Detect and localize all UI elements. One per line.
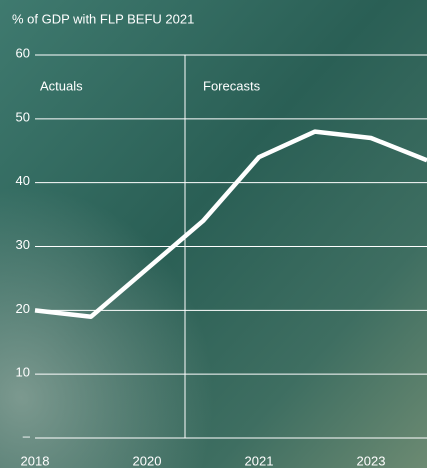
x-tick-label: 2020 xyxy=(133,453,162,468)
page: {"chart_data": {"type": "line", "title":… xyxy=(0,0,427,468)
background-haze xyxy=(0,0,427,468)
annotation: Actuals xyxy=(40,78,83,93)
y-tick-label: 40 xyxy=(16,173,30,188)
chart: % of GDP with FLP BEFU 2021 Actuals Fore… xyxy=(0,0,427,468)
x-tick-label: 2018 xyxy=(21,453,50,468)
y-tick-label: 60 xyxy=(16,45,30,60)
chart-title: % of GDP with FLP BEFU 2021 xyxy=(12,11,194,26)
y-tick-label: 10 xyxy=(16,365,30,380)
y-tick-label: 20 xyxy=(16,301,30,316)
y-tick-label: 30 xyxy=(16,237,30,252)
y-tick-label: – xyxy=(23,428,31,443)
y-tick-label: 50 xyxy=(16,109,30,124)
x-tick-label: 2021 xyxy=(245,453,274,468)
x-tick-label: 2023 xyxy=(357,453,386,468)
annotation: Forecasts xyxy=(203,78,261,93)
